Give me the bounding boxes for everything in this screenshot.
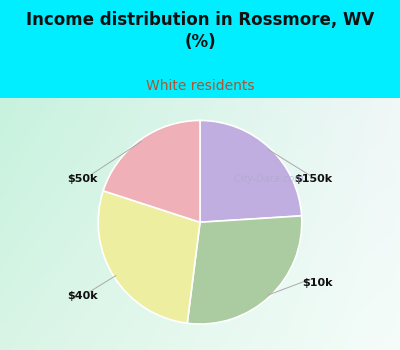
Wedge shape [200, 120, 302, 222]
Text: $50k: $50k [68, 175, 98, 184]
Text: $150k: $150k [294, 175, 332, 184]
Text: White residents: White residents [146, 79, 254, 93]
Wedge shape [187, 216, 302, 324]
Text: City-Data.com: City-Data.com [230, 175, 303, 184]
Wedge shape [103, 120, 200, 222]
Text: $40k: $40k [68, 290, 98, 301]
Wedge shape [98, 191, 200, 323]
Text: $10k: $10k [302, 278, 332, 288]
Text: Income distribution in Rossmore, WV
(%): Income distribution in Rossmore, WV (%) [26, 10, 374, 51]
